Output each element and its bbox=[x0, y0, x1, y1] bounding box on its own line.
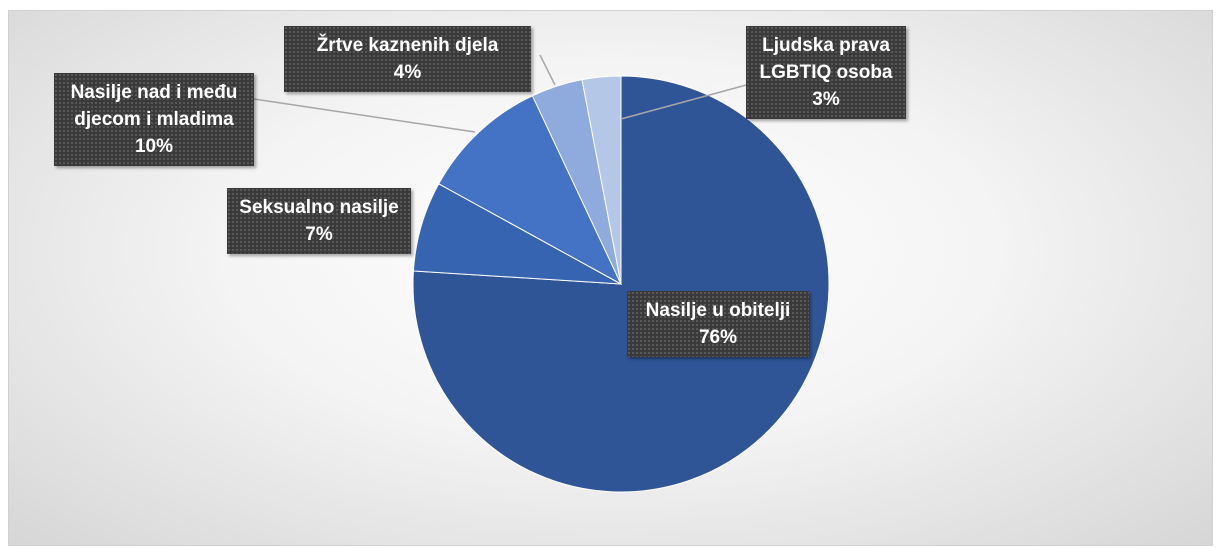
value-label: 7% bbox=[305, 224, 333, 245]
category-label: Nasilje nad i među djecom i mladima bbox=[70, 82, 238, 130]
data-label: Ljudska prava LGBTIQ osoba 3% bbox=[746, 26, 906, 119]
value-label: 76% bbox=[698, 327, 738, 348]
chart-area: Nasilje u obitelji 76% Seksualno nasilje 7%… bbox=[8, 10, 1213, 546]
value-label: 3% bbox=[812, 89, 840, 110]
category-label: Nasilje u obitelji bbox=[645, 300, 791, 321]
data-label: Nasilje nad i među djecom i mladima 10% bbox=[54, 73, 254, 166]
leader-line bbox=[253, 98, 476, 133]
leader-line bbox=[620, 80, 762, 120]
value-label: 4% bbox=[393, 62, 422, 83]
chart bbox=[253, 54, 830, 493]
pie-slice bbox=[438, 95, 623, 286]
value-label: 10% bbox=[134, 136, 174, 157]
category-label: Žrtve kaznenih djela bbox=[316, 35, 499, 56]
category-label: Seksualno nasilje bbox=[239, 197, 399, 218]
pie-slice bbox=[581, 75, 622, 285]
pie-slice bbox=[412, 75, 830, 493]
data-label: Nasilje u obitelji 76% bbox=[627, 291, 809, 357]
category-label: Ljudska prava LGBTIQ osoba bbox=[759, 35, 893, 83]
data-label: Seksualno nasilje 7% bbox=[227, 188, 411, 254]
leader-line bbox=[539, 54, 556, 86]
data-label: Žrtve kaznenih djela 4% bbox=[284, 26, 531, 92]
